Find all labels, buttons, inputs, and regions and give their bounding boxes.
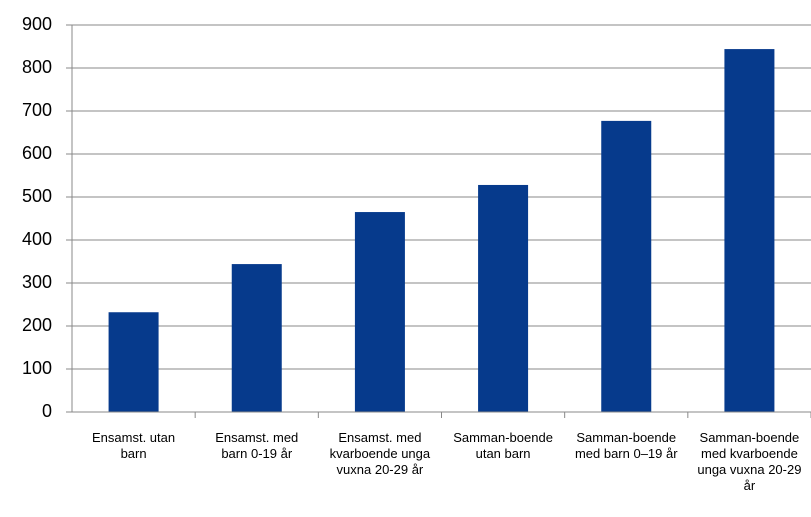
y-tick-label: 300: [22, 272, 52, 292]
x-tick-label: Ensamst. utan barn: [92, 430, 176, 461]
bar: [354, 212, 405, 412]
y-tick-label: 0: [42, 401, 52, 421]
bar: [231, 264, 282, 412]
bar: [478, 184, 529, 412]
x-tick-label: Samman-boende med barn 0–19 år: [574, 430, 678, 461]
x-tick-label: Samman-boende med kvarboende unga vuxna …: [697, 430, 802, 493]
bar: [601, 120, 652, 412]
y-tick-label: 500: [22, 186, 52, 206]
x-tick-label: Ensamst. med kvarboende unga vuxna 20-29…: [329, 430, 431, 477]
bar: [108, 312, 159, 412]
x-tick-label: Ensamst. med barn 0-19 år: [215, 430, 299, 461]
y-tick-label: 200: [22, 315, 52, 335]
y-tick-label: 900: [22, 14, 52, 34]
y-tick-label: 400: [22, 229, 52, 249]
y-tick-label: 800: [22, 57, 52, 77]
bar: [724, 49, 775, 413]
y-tick-label: 700: [22, 100, 52, 120]
y-tick-label: 100: [22, 358, 52, 378]
x-tick-label: Samman-boende utan barn: [453, 430, 553, 461]
y-tick-label: 600: [22, 143, 52, 163]
